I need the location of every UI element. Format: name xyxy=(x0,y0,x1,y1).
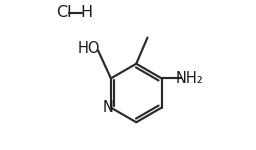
Text: Cl: Cl xyxy=(56,5,71,20)
Text: NH₂: NH₂ xyxy=(176,71,204,85)
Text: H: H xyxy=(81,5,93,20)
Text: HO: HO xyxy=(77,41,100,56)
Text: N: N xyxy=(103,100,114,115)
